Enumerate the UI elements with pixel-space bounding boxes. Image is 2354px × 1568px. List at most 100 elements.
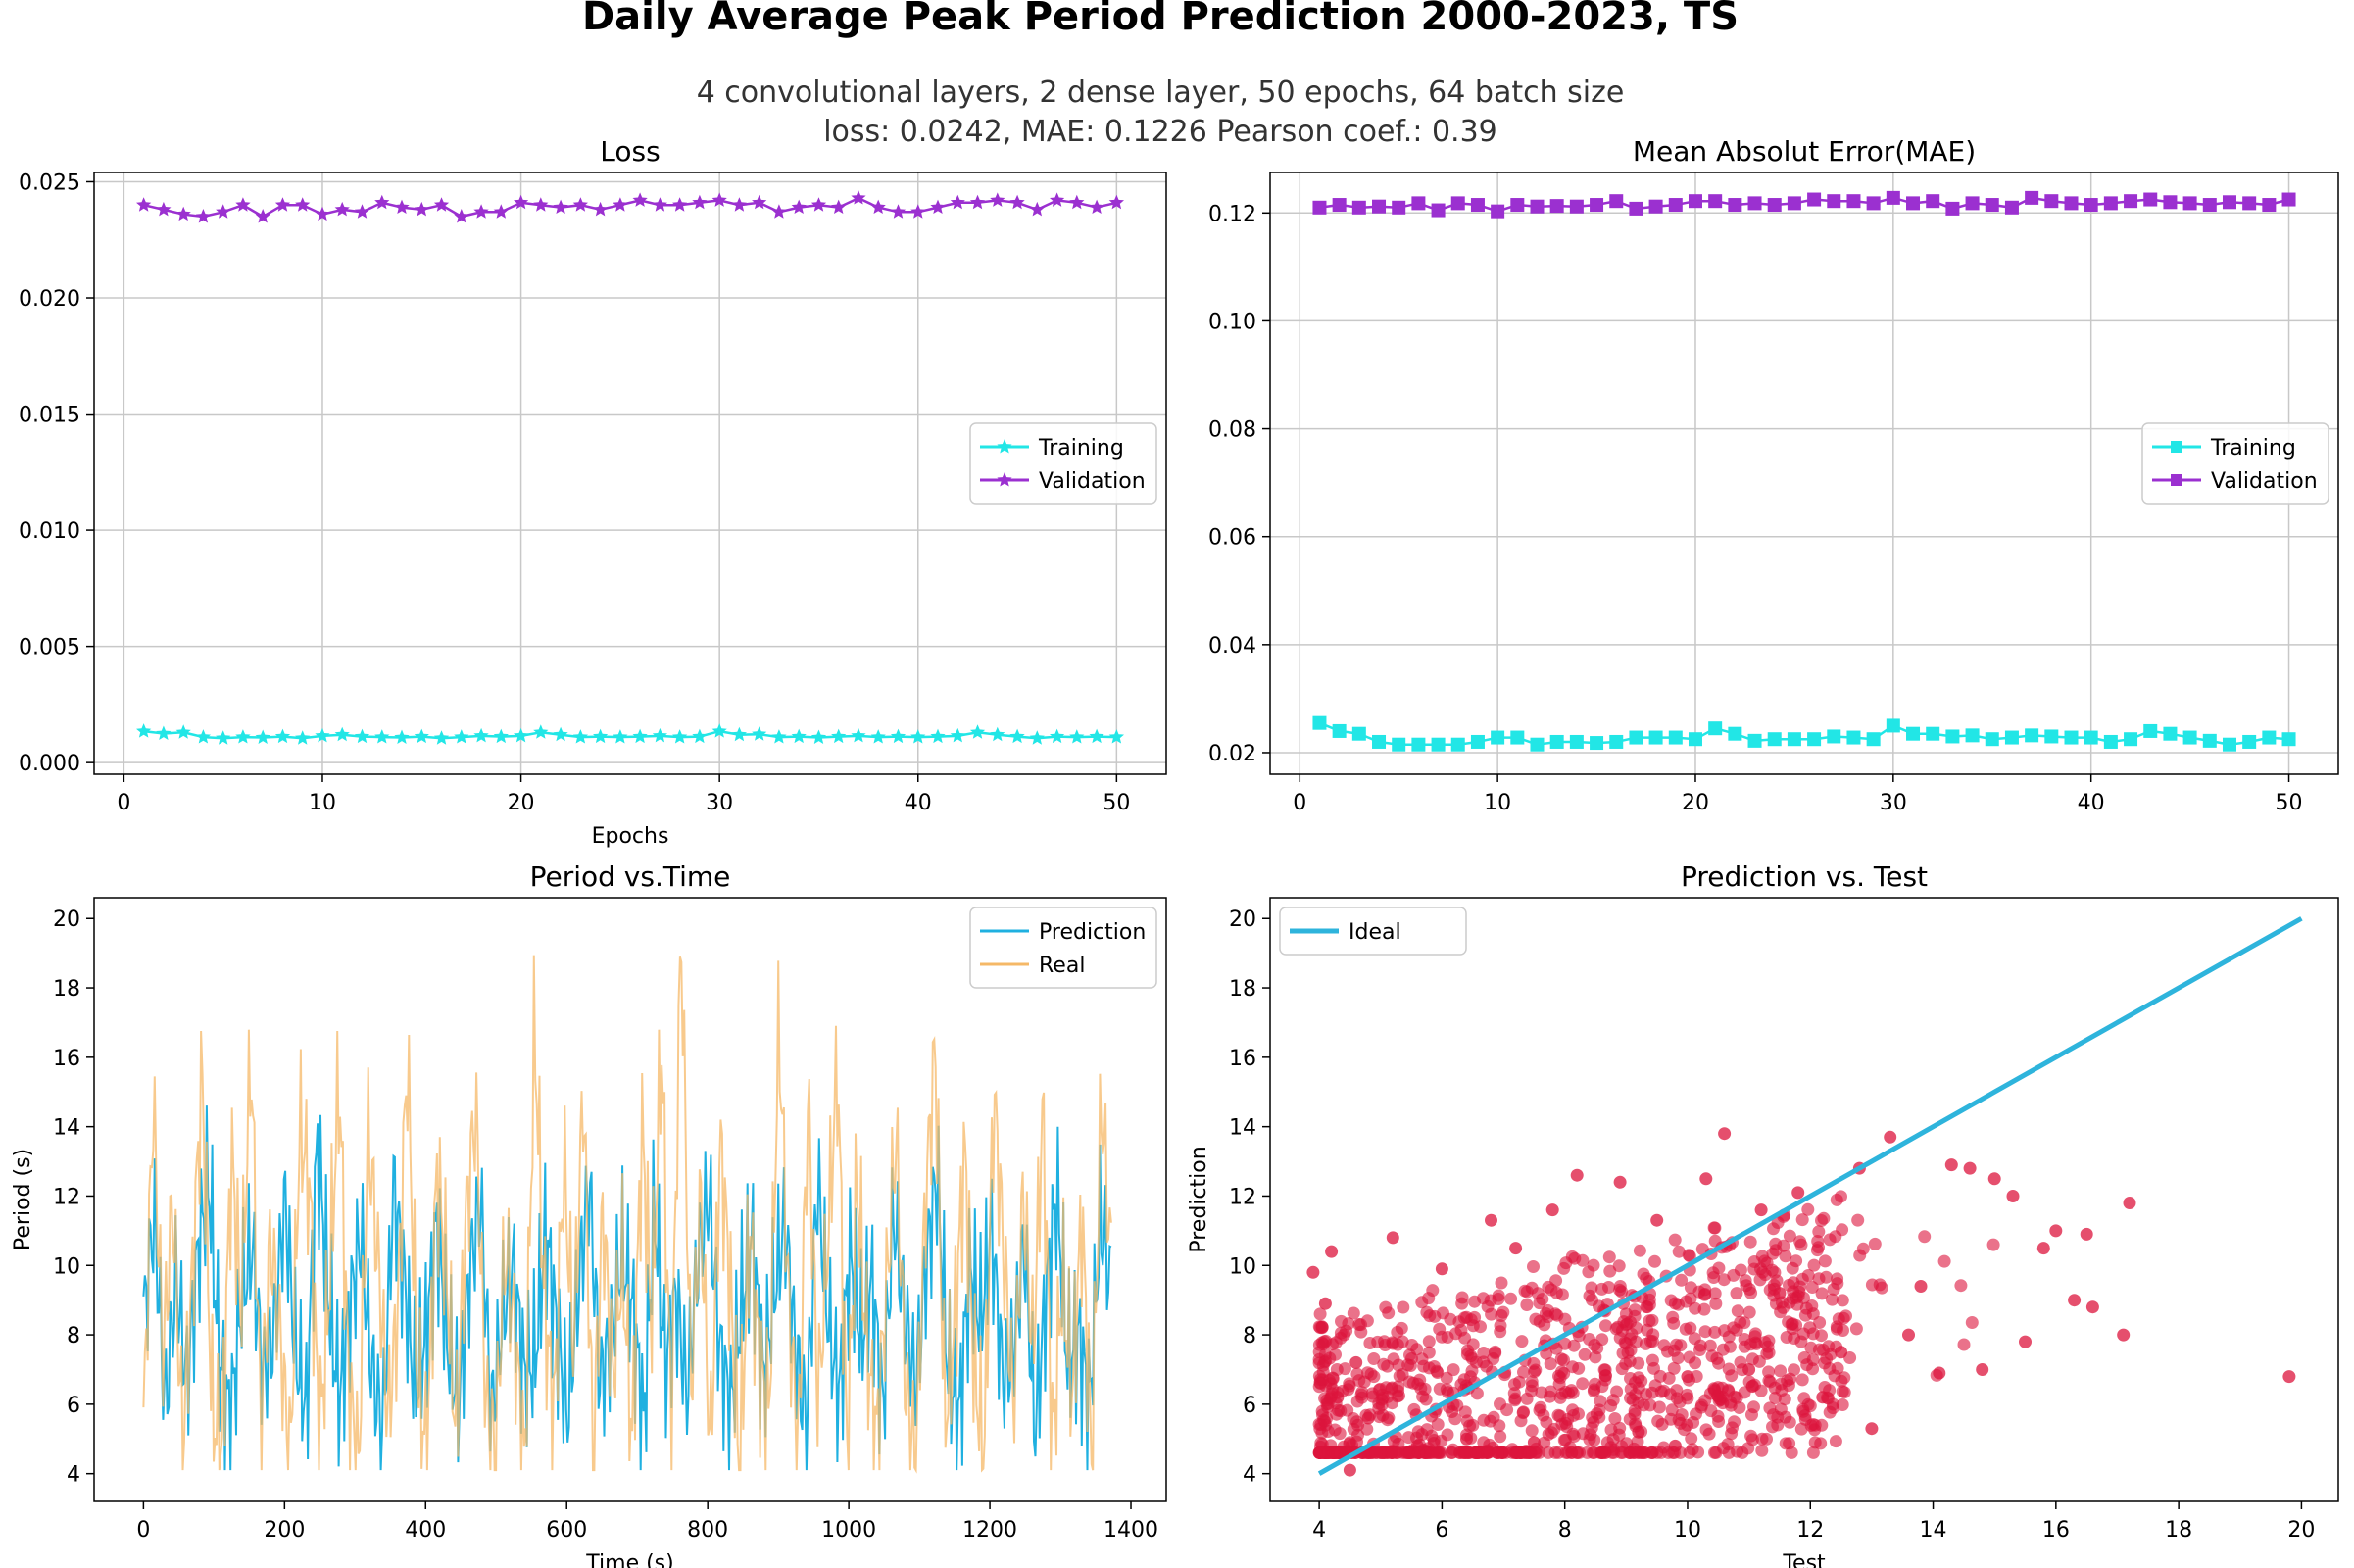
data-point <box>851 190 866 205</box>
data-point <box>1787 196 1801 211</box>
data-point <box>374 729 390 744</box>
scatter-point <box>1313 1373 1327 1387</box>
scatter-point <box>1553 1409 1567 1423</box>
data-point <box>156 201 172 217</box>
legend-box <box>2141 422 2329 505</box>
scatter-point <box>1805 1281 1819 1294</box>
series-line-training <box>1319 721 2289 746</box>
scatter-point <box>1612 1259 1626 1273</box>
scatter-point <box>1527 1260 1540 1273</box>
scatter-point <box>1495 1276 1508 1290</box>
scatter-point <box>1379 1300 1393 1314</box>
x-tick-label: 600 <box>546 1518 587 1543</box>
data-point <box>930 199 946 214</box>
data-point <box>1827 729 1841 744</box>
data-point <box>2242 734 2257 749</box>
scatter-point <box>1707 1221 1721 1235</box>
scatter-point <box>1624 1372 1637 1385</box>
data-point <box>2163 726 2178 741</box>
scatter-point <box>1549 1274 1563 1288</box>
scatter-point <box>1668 1439 1682 1452</box>
scatter-point <box>1773 1287 1787 1300</box>
plot-frame <box>1269 897 2339 1502</box>
data-point <box>990 726 1005 742</box>
data-point <box>1510 198 1525 213</box>
scatter-point <box>1397 1300 1410 1314</box>
scatter-point <box>1517 1365 1530 1379</box>
scatter-point <box>1730 1287 1743 1300</box>
data-point <box>1372 734 1387 749</box>
data-point <box>216 204 231 219</box>
scatter-point <box>1520 1285 1534 1298</box>
data-point <box>1411 737 1426 752</box>
scatter-point <box>1680 1295 1693 1308</box>
scatter-point <box>1572 1407 1585 1421</box>
y-tick-label: 20 <box>1229 907 1256 932</box>
scatter-point <box>1811 1235 1825 1248</box>
y-tick-label: 18 <box>53 977 80 1002</box>
scatter-point <box>1818 1254 1832 1268</box>
scatter-point <box>1668 1233 1682 1247</box>
scatter-point <box>1684 1281 1697 1295</box>
scatter-point <box>1742 1363 1756 1376</box>
scatter-point <box>1690 1370 1703 1383</box>
data-point <box>672 729 688 744</box>
data-point <box>1312 200 1327 215</box>
scatter-point <box>1698 1394 1712 1407</box>
x-tick-label: 400 <box>405 1518 446 1543</box>
data-point <box>692 728 708 744</box>
scatter-point <box>1645 1386 1659 1399</box>
scatter-point <box>1806 1362 1820 1376</box>
x-tick-label: 16 <box>2042 1518 2070 1543</box>
scatter-point <box>1458 1405 1472 1419</box>
scatter-point <box>1477 1413 1491 1427</box>
y-tick-label: 4 <box>67 1463 80 1488</box>
x-tick-label: 6 <box>1435 1518 1448 1543</box>
data-point <box>315 727 330 743</box>
scatter-point <box>1525 1424 1539 1438</box>
data-point <box>1965 196 1980 211</box>
scatter-point <box>1748 1330 1762 1344</box>
data-point <box>1029 730 1045 745</box>
scatter-point <box>1491 1446 1504 1459</box>
x-tick-label: 50 <box>1103 791 1130 815</box>
data-point <box>771 729 787 744</box>
legend-marker <box>997 439 1012 454</box>
scatter-point <box>1485 1307 1498 1321</box>
scatter-point <box>1761 1340 1775 1353</box>
data-point <box>454 209 469 223</box>
scatter-point <box>1826 1293 1839 1306</box>
scatter-point <box>1602 1281 1615 1294</box>
scatter-point <box>1709 1297 1723 1310</box>
data-point <box>2064 196 2079 211</box>
scatter-point <box>1371 1335 1385 1348</box>
data-point <box>1450 737 1465 752</box>
legend-marker <box>997 472 1012 487</box>
scatter-point <box>1650 1213 1664 1227</box>
scatter-point <box>1562 1387 1576 1400</box>
scatter-point <box>1572 1361 1586 1375</box>
scatter-point <box>1613 1175 1627 1189</box>
data-point <box>1392 200 1406 215</box>
scatter-point <box>1489 1345 1502 1358</box>
scatter-point <box>1826 1401 1839 1415</box>
data-point <box>692 194 708 210</box>
scatter-point <box>1374 1446 1388 1459</box>
scatter-point <box>1314 1446 1328 1459</box>
x-tick-label: 0 <box>1293 791 1306 815</box>
scatter-point <box>1508 1378 1521 1392</box>
scatter-point <box>1320 1411 1334 1425</box>
data-point <box>1569 734 1584 749</box>
data-point <box>969 194 986 210</box>
scatter-point <box>1517 1405 1530 1419</box>
data-point <box>1648 730 1663 745</box>
scatter-point <box>1688 1332 1701 1346</box>
scatter-point <box>1710 1351 1724 1365</box>
data-point <box>2004 200 2019 215</box>
scatter-point <box>1810 1244 1824 1257</box>
data-point <box>752 726 767 741</box>
data-point <box>1351 726 1366 741</box>
data-point <box>156 725 172 740</box>
data-point <box>1609 734 1624 749</box>
